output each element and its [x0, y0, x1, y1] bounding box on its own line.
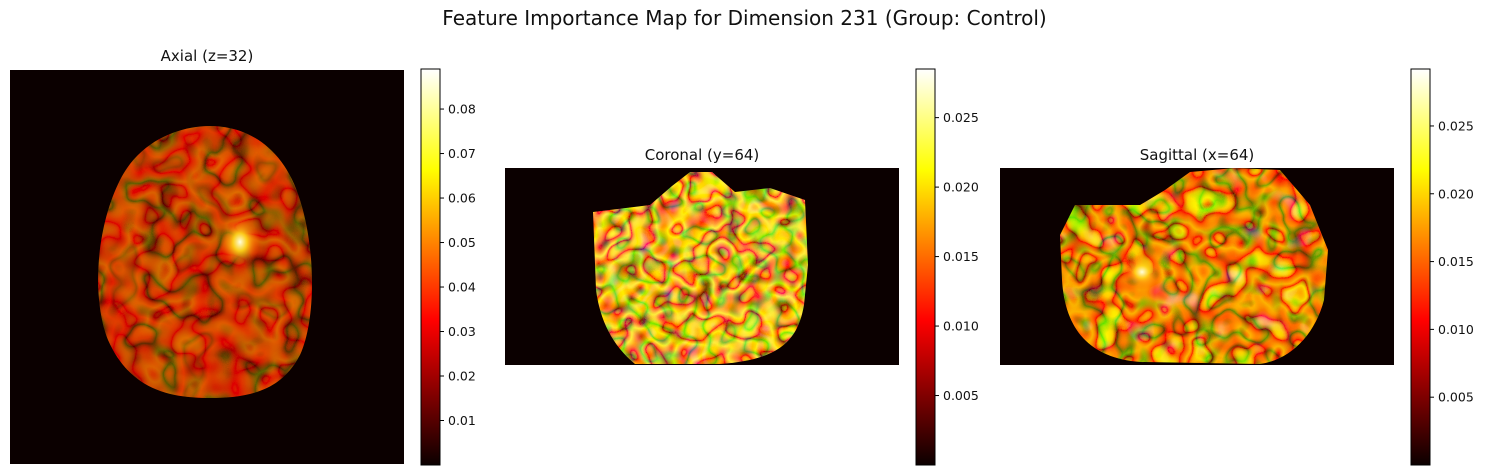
sagittal-colorbar: 0.005 0.010 0.015 0.020 0.025 [1410, 68, 1474, 466]
axial-colorbar-tick-label: 0.03 [448, 324, 476, 339]
coronal-colorbar-gradient [915, 68, 936, 466]
sagittal-colorbar-ticks: 0.005 0.010 0.015 0.020 0.025 [1430, 118, 1474, 405]
sagittal-hotspot [1122, 254, 1162, 290]
sagittal-colorbar-tick-label: 0.025 [1438, 118, 1474, 133]
axial-brain-region [98, 126, 312, 398]
figure-title: Feature Importance Map for Dimension 231… [442, 6, 1047, 30]
axial-colorbar-tick-label: 0.04 [448, 280, 476, 295]
sagittal-colorbar-tick-label: 0.020 [1438, 186, 1474, 201]
axial-colorbar-tick-label: 0.05 [448, 235, 476, 250]
axial-hotspot [220, 216, 260, 268]
coronal-colorbar-tick-label: 0.015 [943, 249, 979, 264]
sagittal-colorbar-tick-label: 0.005 [1438, 390, 1474, 405]
coronal-colorbar: 0.005 0.010 0.015 0.020 0.025 [915, 68, 979, 466]
sagittal-colorbar-tick-label: 0.010 [1438, 322, 1474, 337]
coronal-heatmap [505, 168, 899, 365]
axial-colorbar-gradient [420, 68, 441, 466]
coronal-colorbar-ticks: 0.005 0.010 0.015 0.020 0.025 [935, 110, 979, 403]
axial-colorbar: 0.01 0.02 0.03 0.04 0.05 0.06 0.07 0.08 [420, 68, 476, 466]
axial-colorbar-tick-label: 0.01 [448, 413, 476, 428]
coronal-colorbar-tick-label: 0.005 [943, 388, 979, 403]
sagittal-colorbar-gradient [1410, 68, 1431, 466]
sagittal-heatmap [1000, 168, 1394, 365]
sagittal-colorbar-tick-label: 0.015 [1438, 254, 1474, 269]
coronal-panel-title: Coronal (y=64) [644, 146, 760, 164]
coronal-colorbar-tick-label: 0.025 [943, 110, 979, 125]
axial-colorbar-ticks: 0.01 0.02 0.03 0.04 0.05 0.06 0.07 0.08 [440, 102, 476, 428]
coronal-colorbar-tick-label: 0.010 [943, 319, 979, 334]
axial-panel-title: Axial (z=32) [160, 47, 254, 65]
axial-colorbar-tick-label: 0.06 [448, 191, 476, 206]
axial-colorbar-tick-label: 0.08 [448, 102, 476, 117]
sagittal-panel-title: Sagittal (x=64) [1139, 146, 1255, 164]
axial-colorbar-tick-label: 0.07 [448, 146, 476, 161]
axial-heatmap [10, 70, 404, 464]
axial-colorbar-tick-label: 0.02 [448, 369, 476, 384]
coronal-colorbar-tick-label: 0.020 [943, 180, 979, 195]
